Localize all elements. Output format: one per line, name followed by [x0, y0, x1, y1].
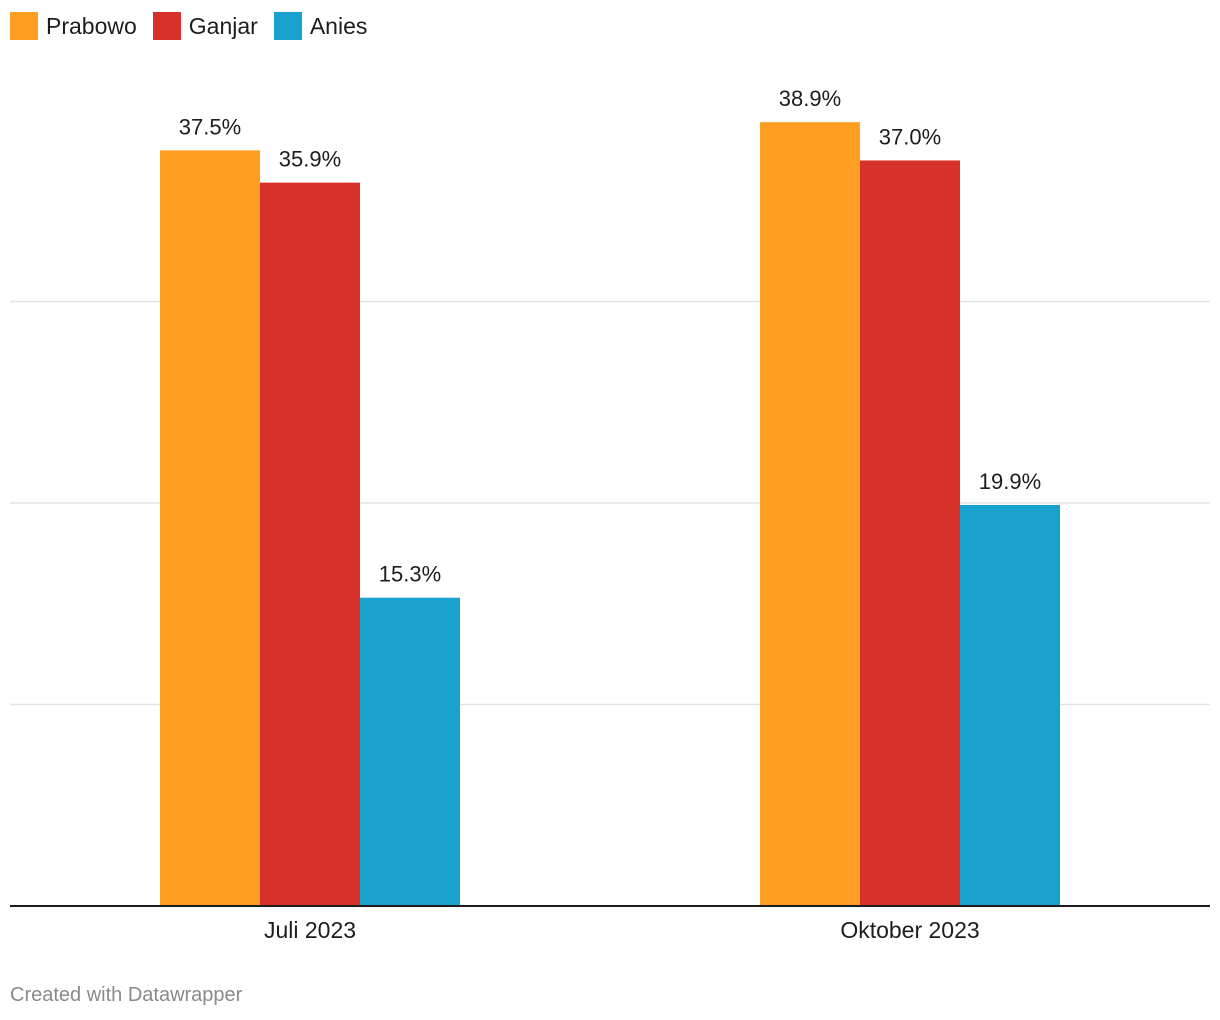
- bar-ganjar-juli-2023: [260, 182, 360, 907]
- x-tick-label-oktober-2023: Oktober 2023: [840, 917, 979, 943]
- bar-prabowo-oktober-2023: [760, 122, 860, 907]
- legend-label-anies: Anies: [309, 13, 368, 39]
- datawrapper-credit: Created with Datawrapper: [10, 984, 243, 1006]
- chart-legend: Prabowo Ganjar Anies: [10, 12, 367, 40]
- data-label-prabowo-oktober-2023: 38.9%: [779, 86, 841, 111]
- legend-label-prabowo: Prabowo: [46, 13, 137, 39]
- bar-ganjar-oktober-2023: [860, 160, 960, 906]
- grouped-bar-chart: 37.5% 35.9% 15.3% 38.9% 37.0% 19.9% Juli 2023 O…: [10, 86, 1210, 943]
- legend-item-anies: Anies: [273, 12, 368, 40]
- data-label-prabowo-juli-2023: 37.5%: [179, 114, 241, 139]
- legend-label-ganjar: Ganjar: [188, 13, 258, 39]
- legend-swatch-anies: [273, 12, 302, 40]
- data-label-anies-oktober-2023: 19.9%: [979, 469, 1041, 494]
- bar-anies-oktober-2023: [960, 505, 1060, 906]
- legend-item-prabowo: Prabowo: [10, 12, 137, 40]
- bar-prabowo-juli-2023: [160, 150, 260, 906]
- bar-anies-juli-2023: [360, 597, 460, 906]
- data-label-ganjar-juli-2023: 35.9%: [279, 147, 341, 172]
- x-tick-label-juli-2023: Juli 2023: [264, 917, 356, 943]
- legend-swatch-prabowo: [10, 12, 38, 40]
- legend-item-ganjar: Ganjar: [152, 12, 258, 40]
- legend-swatch-ganjar: [152, 12, 181, 40]
- data-label-anies-juli-2023: 15.3%: [379, 562, 441, 587]
- data-label-ganjar-oktober-2023: 37.0%: [879, 124, 941, 149]
